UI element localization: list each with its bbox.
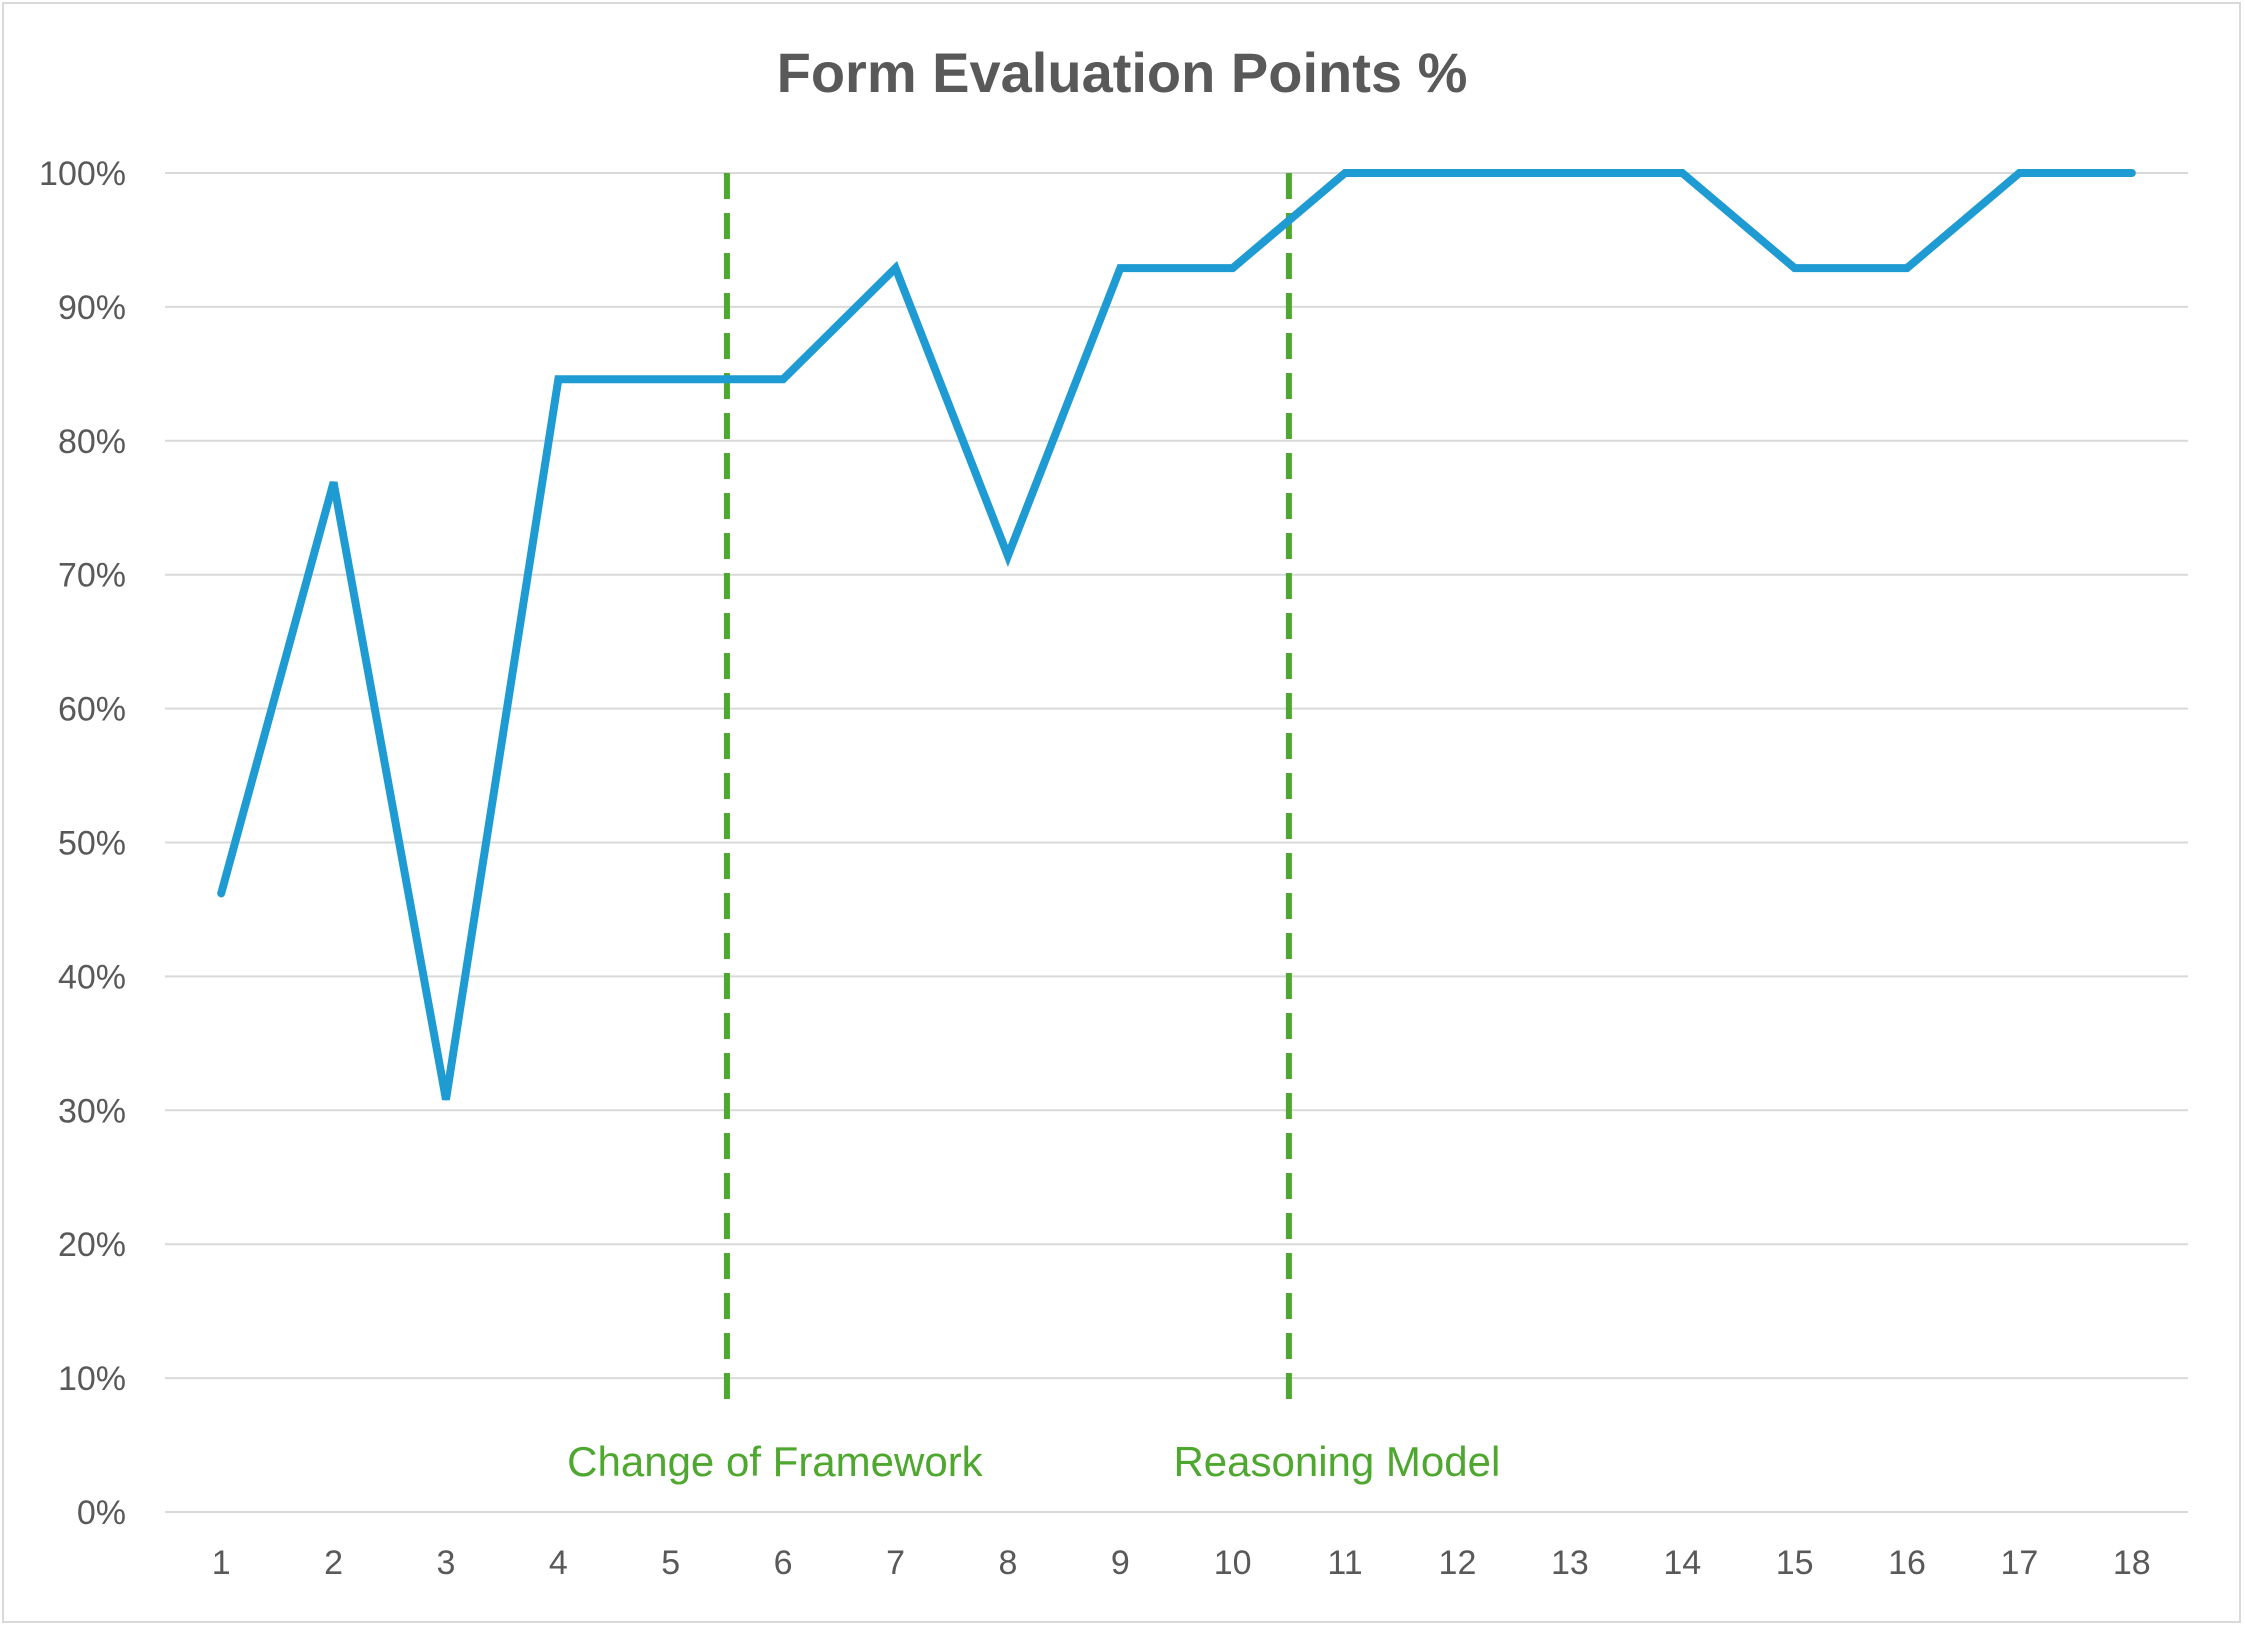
x-axis-ticks: 1 2 3 4 5 6 7 8 9 10 11 12 13 14 15 16 17 18 <box>212 1544 2151 1582</box>
y-tick-label: 100% <box>39 155 126 193</box>
x-tick-label: 3 <box>437 1544 456 1582</box>
x-tick-label: 14 <box>1663 1544 1701 1582</box>
x-tick-label: 4 <box>549 1544 568 1582</box>
y-tick-label: 90% <box>58 289 126 327</box>
data-point <box>1231 267 1234 270</box>
x-tick-label: 15 <box>1776 1544 1814 1582</box>
y-tick-label: 40% <box>58 958 126 996</box>
data-point <box>332 481 335 484</box>
data-point <box>669 378 672 381</box>
data-point <box>1119 267 1122 270</box>
annotation-label: Reasoning Model <box>1173 1438 1500 1485</box>
data-point <box>1681 172 1684 174</box>
y-tick-label: 70% <box>58 557 126 595</box>
data-point <box>782 378 785 381</box>
data-point <box>1793 267 1796 270</box>
data-point <box>1906 267 1909 270</box>
x-tick-label: 12 <box>1439 1544 1477 1582</box>
data-point <box>1568 172 1571 174</box>
x-tick-label: 16 <box>1888 1544 1926 1582</box>
x-tick-label: 8 <box>998 1544 1017 1582</box>
y-tick-label: 10% <box>58 1360 126 1398</box>
x-tick-label: 5 <box>661 1544 680 1582</box>
y-tick-label: 0% <box>77 1494 126 1532</box>
annotation-label: Change of Framework <box>567 1438 984 1485</box>
x-tick-label: 2 <box>324 1544 343 1582</box>
x-tick-label: 13 <box>1551 1544 1589 1582</box>
data-point <box>2130 172 2133 174</box>
series-layer <box>217 169 2136 1101</box>
x-tick-label: 9 <box>1111 1544 1130 1582</box>
data-point <box>220 892 223 895</box>
x-tick-label: 11 <box>1327 1544 1362 1582</box>
data-point <box>444 1098 447 1101</box>
annotations: Change of Framework Reasoning Model <box>567 173 1500 1485</box>
x-tick-label: 10 <box>1214 1544 1252 1582</box>
data-point <box>1006 554 1009 557</box>
data-point <box>557 378 560 381</box>
y-tick-label: 50% <box>58 825 126 863</box>
y-tick-label: 20% <box>58 1226 126 1264</box>
x-tick-label: 1 <box>212 1544 231 1582</box>
y-tick-label: 80% <box>58 423 126 461</box>
x-tick-label: 6 <box>774 1544 793 1582</box>
y-axis-ticks: 0% 10% 20% 30% 40% 50% 60% 70% 80% 90% 100% <box>39 155 126 1532</box>
data-point <box>894 267 897 270</box>
data-point <box>2018 172 2021 174</box>
y-tick-label: 60% <box>58 691 126 729</box>
y-tick-label: 30% <box>58 1092 126 1130</box>
chart-title: Form Evaluation Points % <box>777 41 1468 104</box>
data-point <box>1344 172 1347 174</box>
gridlines <box>165 172 2188 1513</box>
series-line <box>217 169 2136 1101</box>
data-point <box>1456 172 1459 174</box>
x-tick-label: 17 <box>2001 1544 2039 1582</box>
x-tick-label: 7 <box>886 1544 905 1582</box>
x-tick-label: 18 <box>2113 1544 2151 1582</box>
